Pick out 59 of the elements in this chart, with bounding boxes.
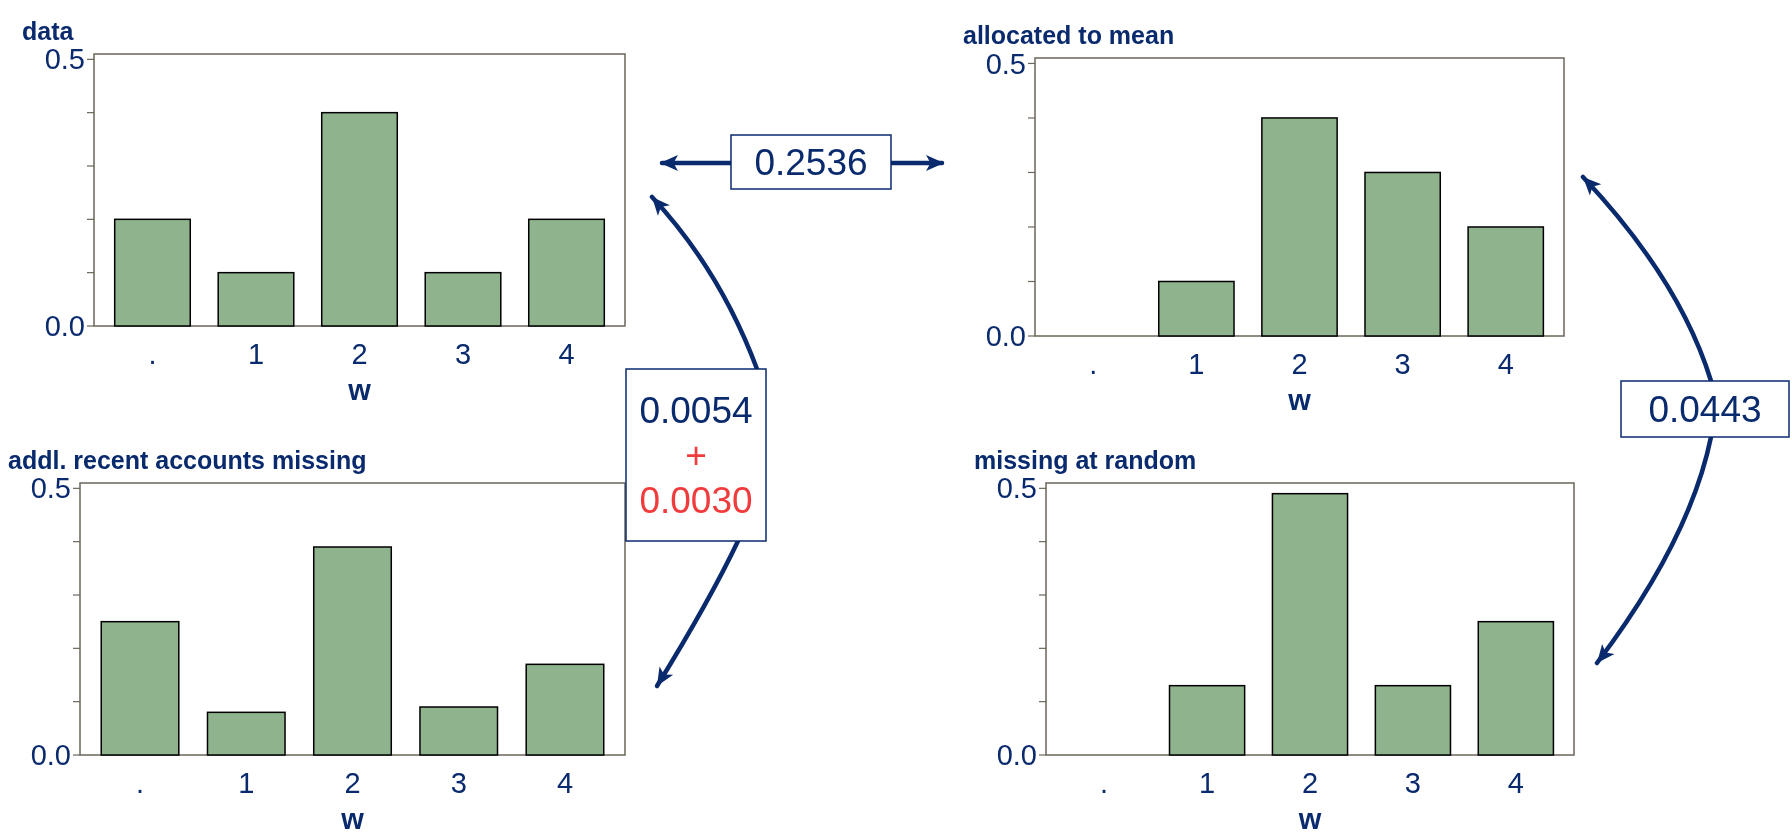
x-tick-label: 2 [1301,767,1319,799]
x-tick-label: 4 [558,338,575,370]
x-tick-label: 4 [1497,348,1514,380]
bar [1157,280,1235,337]
text: 0.0443 [1648,388,1762,430]
bar [1477,620,1555,756]
x-tick-label: 3 [1404,767,1421,799]
x-tick-label: 1 [238,767,255,799]
chart-title: missing at random [974,446,1197,474]
bar [1467,226,1545,337]
y-tick-label: 0.5 [30,472,71,505]
bar [424,271,502,327]
x-axis-title: w [340,803,365,835]
x-tick-label: . [1089,348,1098,380]
text: + [685,434,707,476]
bar [527,218,606,327]
x-tick-label: 2 [351,338,368,370]
bar [1168,684,1246,756]
x-tick-label: 3 [454,338,472,370]
chart-title: addl. recent accounts missing [8,446,367,474]
x-axis-title: w [1287,384,1312,416]
bar [419,706,499,756]
text: 0.2536 [754,141,868,183]
bar [320,111,399,327]
y-tick-label: 0.0 [30,739,71,772]
bar [1374,684,1452,756]
bar [100,620,180,756]
x-tick-label: 2 [344,767,361,799]
y-tick-label: 0.0 [44,310,85,343]
x-tick-label: . [135,767,145,799]
x-tick-label: 1 [1199,767,1216,799]
x-tick-label: 1 [247,338,265,370]
x-tick-label: 4 [556,767,574,799]
bar [1261,117,1338,337]
bar [1271,492,1349,756]
chart-title: allocated to mean [963,21,1175,49]
x-tick-label: . [148,338,157,370]
bar [206,711,286,756]
y-tick-label: 0.5 [985,47,1026,80]
bar [525,663,605,756]
x-axis-title: w [1297,803,1322,835]
y-tick-label: 0.0 [996,739,1037,772]
x-tick-label: 2 [1291,348,1308,380]
y-tick-label: 0.0 [985,320,1026,353]
x-axis-title: w [347,374,372,406]
text: 0.0054 [639,389,753,431]
text: 0.0030 [639,479,753,521]
chart-title: data [22,17,75,45]
bar [1364,171,1442,337]
x-tick-label: 4 [1507,767,1524,799]
x-tick-label: 3 [450,767,467,799]
bar [217,271,295,327]
x-tick-label: 1 [1188,348,1205,380]
y-tick-label: 0.5 [996,472,1037,505]
y-tick-label: 0.5 [44,43,85,76]
x-tick-label: 3 [1394,348,1411,380]
x-tick-label: . [1100,767,1109,799]
bar [312,546,393,756]
bar [113,218,192,327]
